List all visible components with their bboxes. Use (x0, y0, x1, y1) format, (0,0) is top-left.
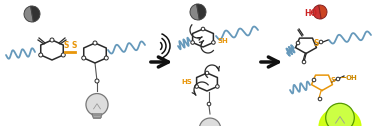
Text: S: S (330, 77, 336, 83)
Wedge shape (313, 5, 321, 19)
Circle shape (302, 60, 306, 64)
Circle shape (296, 41, 300, 45)
Text: SH: SH (217, 38, 228, 44)
Circle shape (207, 102, 211, 106)
Wedge shape (31, 6, 40, 22)
Wedge shape (190, 4, 199, 20)
Circle shape (195, 85, 198, 88)
Circle shape (318, 97, 322, 101)
Text: HS: HS (181, 79, 192, 85)
Text: S: S (71, 41, 77, 51)
Circle shape (212, 41, 215, 44)
Polygon shape (92, 114, 102, 118)
Text: HO: HO (304, 9, 317, 19)
Circle shape (201, 27, 205, 31)
Circle shape (86, 93, 108, 116)
Circle shape (82, 56, 86, 60)
Ellipse shape (319, 108, 361, 126)
Circle shape (95, 79, 99, 83)
Text: S: S (63, 41, 69, 51)
Circle shape (336, 77, 340, 81)
Text: S: S (313, 39, 319, 48)
Circle shape (93, 41, 97, 45)
Circle shape (215, 85, 219, 88)
Circle shape (50, 38, 54, 42)
Circle shape (326, 103, 354, 126)
Circle shape (205, 71, 209, 75)
Wedge shape (197, 4, 206, 20)
Circle shape (191, 41, 194, 44)
Circle shape (61, 53, 65, 57)
Circle shape (39, 53, 43, 57)
Circle shape (104, 56, 108, 60)
Wedge shape (24, 6, 33, 22)
Wedge shape (319, 5, 327, 19)
Text: OH: OH (346, 75, 358, 81)
Circle shape (312, 78, 316, 82)
Circle shape (199, 118, 221, 126)
Circle shape (319, 40, 323, 44)
